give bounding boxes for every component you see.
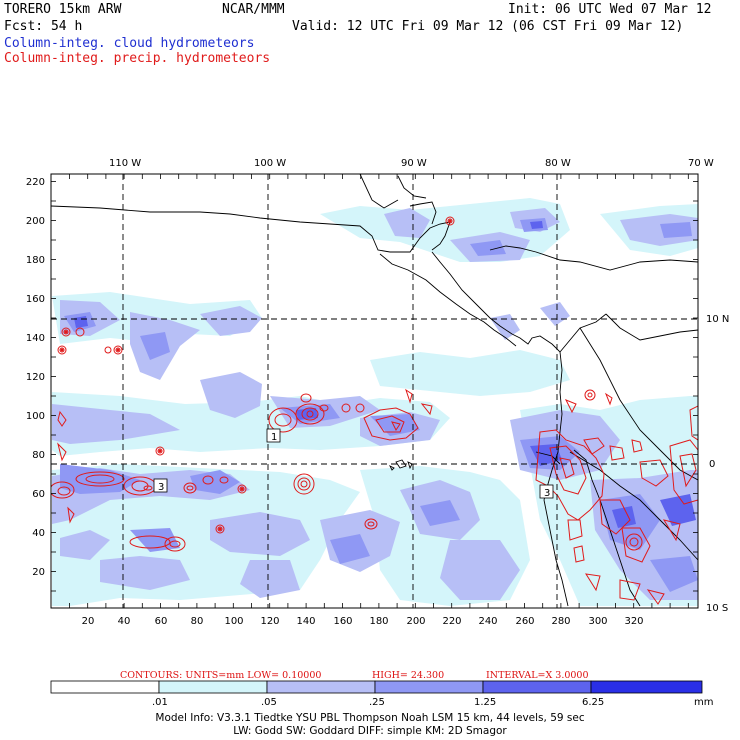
low-marker-label: 3 bbox=[544, 488, 550, 499]
lon-label: 70 W bbox=[688, 158, 714, 169]
x-tick-label: 80 bbox=[191, 616, 204, 627]
y-tick-label: 200 bbox=[26, 216, 45, 227]
colorbar-label: .05 bbox=[261, 697, 277, 708]
y-tick-label: 180 bbox=[26, 255, 45, 266]
contour-info: CONTOURS: UNITS=mm LOW= 0.10000 bbox=[120, 670, 322, 681]
low-marker-box bbox=[539, 484, 554, 499]
lat-label: 10 N bbox=[706, 314, 729, 325]
colorbar-label: 1.25 bbox=[474, 697, 497, 708]
x-tick-label: 300 bbox=[588, 616, 607, 627]
organization: NCAR/MMM bbox=[222, 2, 285, 17]
lat-label: 10 S bbox=[706, 603, 728, 614]
colorbar-bin-0 bbox=[50, 680, 160, 694]
x-tick-label: 180 bbox=[369, 616, 388, 627]
forecast-hour: Fcst: 54 h bbox=[4, 19, 83, 34]
colorbar-bin-1 bbox=[158, 680, 268, 694]
contour-interval: INTERVAL=X 3.0000 bbox=[486, 670, 589, 681]
field2-title: Column-integ. precip. hydrometeors bbox=[4, 51, 271, 66]
longitude-labels: 110 W 100 W 90 W 80 W 70 W bbox=[109, 158, 714, 169]
lon-label: 80 W bbox=[545, 158, 571, 169]
colorbar-bin-2 bbox=[266, 680, 376, 694]
y-tick-label: 60 bbox=[32, 489, 45, 500]
colorbar-label: 6.25 bbox=[582, 697, 605, 708]
low-marker-box bbox=[153, 478, 168, 493]
x-tick-label: 20 bbox=[82, 616, 95, 627]
init-time: Init: 06 UTC Wed 07 Mar 12 bbox=[508, 2, 712, 17]
x-tick-label: 120 bbox=[260, 616, 279, 627]
lat-label: 0 bbox=[709, 459, 715, 470]
x-tick-label: 140 bbox=[296, 616, 315, 627]
colorbar-bin-5 bbox=[590, 680, 703, 694]
x-tick-label: 40 bbox=[118, 616, 131, 627]
y-tick-label: 100 bbox=[26, 411, 45, 422]
y-tick-label: 140 bbox=[26, 333, 45, 344]
lon-label: 110 W bbox=[109, 158, 141, 169]
x-tick-label: 280 bbox=[551, 616, 570, 627]
low-marker-label: 3 bbox=[158, 482, 164, 493]
x-tick-label: 320 bbox=[624, 616, 643, 627]
field1-title: Column-integ. cloud hydrometeors bbox=[4, 36, 255, 51]
x-tick-labels: 20 40 60 80 100 120 140 160 180 200 220 … bbox=[82, 616, 644, 627]
axis-ticks bbox=[51, 174, 698, 608]
y-tick-label: 120 bbox=[26, 372, 45, 383]
model-name: TORERO 15km ARW bbox=[4, 2, 122, 17]
y-tick-label: 220 bbox=[26, 177, 45, 188]
x-tick-label: 200 bbox=[406, 616, 425, 627]
y-tick-label: 80 bbox=[32, 450, 45, 461]
graticule bbox=[51, 174, 698, 608]
low-marker-box bbox=[266, 428, 281, 443]
x-tick-label: 160 bbox=[333, 616, 352, 627]
precip-contours bbox=[51, 216, 698, 605]
precip-cores bbox=[60, 219, 452, 531]
lon-label: 90 W bbox=[401, 158, 427, 169]
low-markers: 1 3 3 bbox=[153, 428, 554, 499]
hydrometeor-shading bbox=[52, 198, 698, 608]
y-tick-label: 160 bbox=[26, 294, 45, 305]
model-info: Model Info: V3.3.1 Tiedtke YSU PBL Thomp… bbox=[155, 712, 585, 724]
y-tick-label: 20 bbox=[32, 567, 45, 578]
x-tick-label: 240 bbox=[478, 616, 497, 627]
lon-label: 100 W bbox=[254, 158, 286, 169]
x-tick-label: 100 bbox=[224, 616, 243, 627]
contour-high: HIGH= 24.300 bbox=[372, 670, 445, 681]
colorbar-bin-4 bbox=[482, 680, 592, 694]
valid-time: Valid: 12 UTC Fri 09 Mar 12 (06 CST Fri … bbox=[292, 19, 684, 34]
colorbar-units: mm bbox=[694, 697, 714, 708]
colorbar bbox=[50, 680, 703, 694]
colorbar-label: .01 bbox=[152, 697, 168, 708]
x-tick-label: 260 bbox=[515, 616, 534, 627]
x-tick-label: 60 bbox=[155, 616, 168, 627]
low-marker-label: 1 bbox=[271, 432, 277, 443]
y-tick-labels: 220 200 180 160 140 120 100 80 60 40 20 bbox=[26, 177, 45, 578]
map-frame bbox=[50, 173, 699, 609]
colorbar-label: .25 bbox=[369, 697, 385, 708]
x-tick-label: 220 bbox=[442, 616, 461, 627]
colorbar-bin-3 bbox=[374, 680, 484, 694]
latitude-labels: 10 N 0 10 S bbox=[706, 314, 729, 614]
physics-info: LW: Godd SW: Goddard DIFF: simple KM: 2D… bbox=[233, 725, 507, 737]
y-tick-label: 40 bbox=[32, 528, 45, 539]
